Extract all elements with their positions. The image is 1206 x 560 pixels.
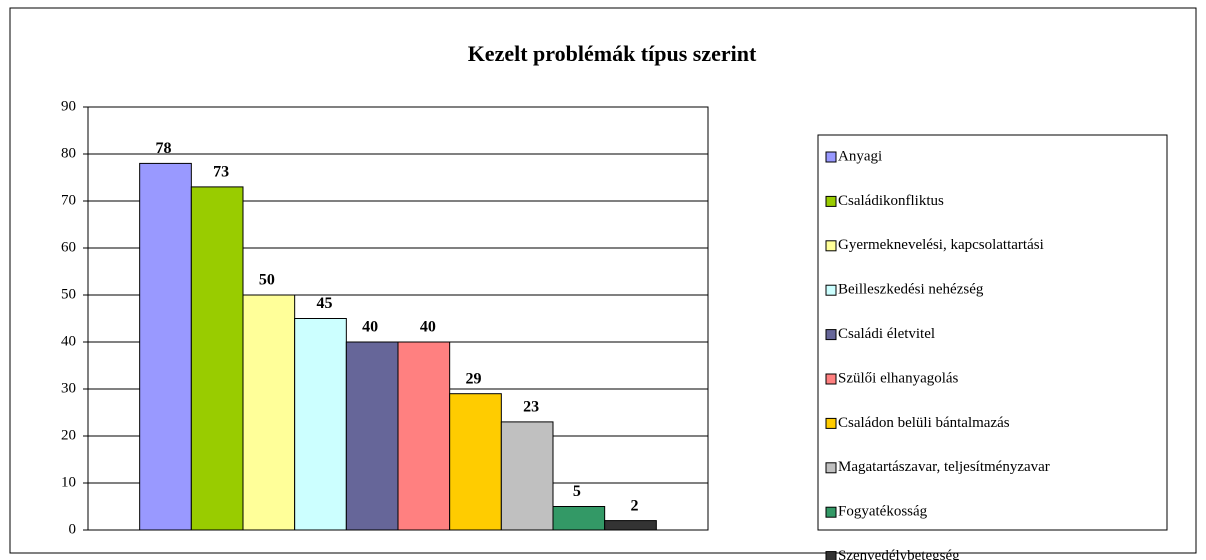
bar <box>294 318 347 531</box>
legend-swatch <box>825 151 837 163</box>
bar <box>345 341 399 531</box>
y-tick-label: 80 <box>61 145 76 161</box>
value-label: 50 <box>259 272 275 289</box>
value-label: 5 <box>573 483 581 500</box>
y-tick-label: 30 <box>61 380 76 396</box>
bar <box>449 393 502 531</box>
legend-swatch <box>825 284 837 296</box>
legend-swatch <box>825 240 837 252</box>
bar <box>604 520 657 531</box>
chart-title: Kezelt problémák típus szerint <box>468 41 757 66</box>
legend-label: Családi életvitel <box>838 326 935 342</box>
value-label: 73 <box>213 164 229 181</box>
legend-swatch <box>825 373 837 385</box>
legend-label: Családikonfliktus <box>838 193 944 209</box>
legend-label: Szülői elhanyagolás <box>838 370 959 386</box>
legend-label: Szenvedélybetegség <box>838 548 960 560</box>
value-label: 78 <box>156 140 172 157</box>
y-tick-label: 0 <box>69 521 77 537</box>
value-label: 40 <box>362 319 378 336</box>
legend-swatch <box>825 506 837 518</box>
y-tick-label: 60 <box>61 239 76 255</box>
bar <box>552 506 606 531</box>
y-tick-label: 90 <box>61 98 76 114</box>
legend-label: Beilleszkedési nehézség <box>838 282 984 298</box>
bar <box>139 162 192 531</box>
legend-label: Anyagi <box>838 148 882 164</box>
y-tick-label: 70 <box>61 192 76 208</box>
value-label: 2 <box>631 497 639 514</box>
bar <box>500 421 554 531</box>
value-label: 45 <box>317 295 333 312</box>
y-tick-label: 50 <box>61 286 76 302</box>
bar <box>242 294 296 531</box>
legend-swatch <box>825 417 837 429</box>
legend-label: Családon belüli bántalmazás <box>838 415 1010 431</box>
value-label: 23 <box>523 399 539 416</box>
value-label: 40 <box>420 319 436 336</box>
value-label: 29 <box>466 370 482 387</box>
legend-swatch <box>825 462 837 474</box>
legend-swatch <box>825 551 837 560</box>
legend-swatch <box>825 195 837 207</box>
legend-label: Fogyatékosság <box>838 504 928 520</box>
legend-label: Gyermeknevelési, kapcsolattartási <box>838 237 1044 253</box>
legend-box <box>817 134 1168 531</box>
y-tick-label: 20 <box>61 427 76 443</box>
y-tick-label: 10 <box>61 474 76 490</box>
bar <box>190 186 244 531</box>
legend-label: Magatartászavar, teljesítményzavar <box>838 459 1050 475</box>
legend-swatch <box>825 329 837 341</box>
y-tick-label: 40 <box>61 333 76 349</box>
bar <box>397 341 451 531</box>
